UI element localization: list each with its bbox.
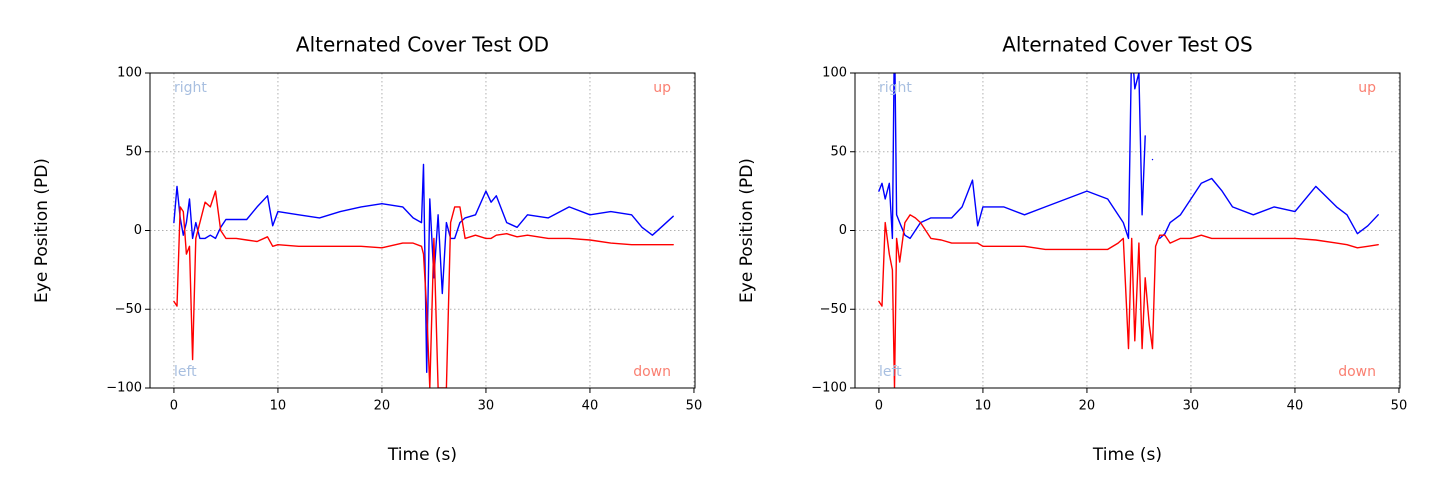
y-tick-label: −100 [106, 381, 142, 396]
x-tick-label: 0 [170, 399, 178, 414]
x-tick-label: 30 [478, 399, 495, 414]
subplot: Alternated Cover Test OS Time (s) Eye Posi… [737, 33, 1408, 466]
y-tick-label: 50 [125, 144, 142, 159]
plot-frame [149, 72, 696, 389]
corner-annotation: down [1338, 364, 1376, 380]
x-tick-label: 10 [270, 399, 287, 414]
x-tick-label: 20 [374, 399, 391, 414]
x-tick-label: 50 [686, 399, 703, 414]
x-tick-label: 40 [1287, 399, 1304, 414]
y-tick-label: −50 [820, 302, 847, 317]
series-line [173, 190, 674, 388]
y-tick-label: 50 [830, 144, 847, 159]
corner-annotation: up [653, 80, 671, 96]
x-tick-label: 40 [582, 399, 599, 414]
y-tick-label: 100 [822, 66, 847, 81]
y-axis-label: Eye Position (PD) [737, 158, 757, 303]
series-line [173, 163, 674, 373]
x-tick-label: 30 [1183, 399, 1200, 414]
corner-annotation: down [633, 364, 671, 380]
plot-frame [854, 72, 1401, 389]
x-tick-label: 10 [975, 399, 992, 414]
subplot: Alternated Cover Test OD Time (s) Eye Posi… [32, 33, 702, 466]
series-line [878, 73, 1379, 240]
corner-annotation: right [879, 80, 912, 96]
y-tick-label: 0 [839, 223, 847, 238]
y-tick-label: −100 [811, 381, 847, 396]
chart-title: Alternated Cover Test OS [1002, 33, 1253, 57]
y-axis-label: Eye Position (PD) [32, 158, 52, 303]
x-axis-label: Time (s) [1092, 445, 1162, 465]
series-line [878, 214, 1379, 388]
corner-annotation: right [174, 80, 207, 96]
y-tick-label: −50 [115, 302, 142, 317]
x-tick-label: 20 [1079, 399, 1096, 414]
x-tick-label: 50 [1391, 399, 1408, 414]
chart-title: Alternated Cover Test OD [296, 33, 549, 57]
x-tick-label: 0 [875, 399, 883, 414]
y-tick-label: 100 [117, 66, 142, 81]
x-axis-label: Time (s) [387, 445, 457, 465]
corner-annotation: left [879, 364, 902, 380]
y-tick-label: 0 [134, 223, 142, 238]
corner-annotation: left [174, 364, 197, 380]
corner-annotation: up [1358, 80, 1376, 96]
